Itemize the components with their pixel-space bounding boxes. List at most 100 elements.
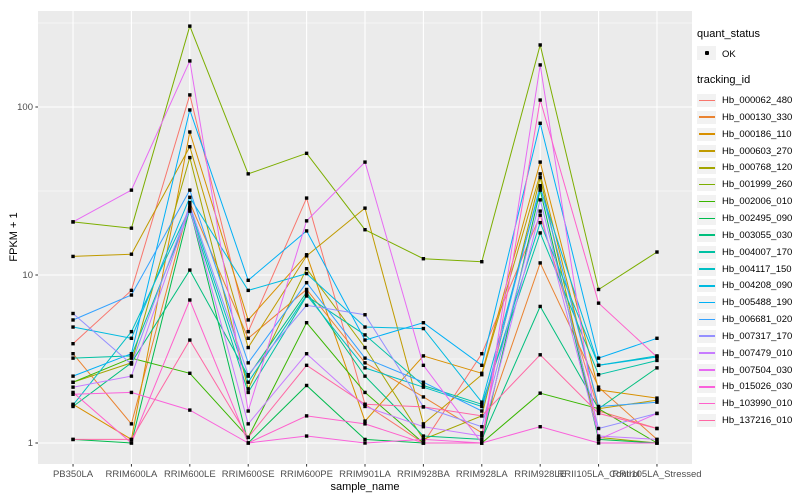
data-point xyxy=(71,311,75,316)
data-point xyxy=(246,329,250,334)
data-point xyxy=(655,398,659,402)
legend-swatch xyxy=(697,127,716,141)
data-point xyxy=(421,441,426,445)
data-point xyxy=(538,160,542,164)
data-point xyxy=(655,336,659,340)
legend-title-tracking-id: tracking_id xyxy=(697,74,751,86)
legend-swatch xyxy=(697,329,716,343)
data-point xyxy=(71,403,75,407)
data-point xyxy=(363,419,367,423)
data-point xyxy=(538,213,542,217)
data-point xyxy=(655,400,659,404)
data-point xyxy=(655,396,659,400)
data-point xyxy=(188,59,192,63)
legend-item-label: Hb_001999_260 xyxy=(722,179,793,191)
data-point xyxy=(129,336,134,340)
data-point xyxy=(71,318,75,322)
data-point xyxy=(304,321,309,325)
data-point xyxy=(363,333,367,337)
data-point xyxy=(129,362,134,366)
legend-item-label: Hb_103990_010 xyxy=(722,398,793,410)
x-tick-label: RRIM600LA xyxy=(106,469,158,480)
data-point xyxy=(596,426,601,431)
point-marker-icon xyxy=(704,51,709,55)
data-point xyxy=(655,250,659,254)
data-point xyxy=(188,155,192,160)
legend-item-label: Hb_000062_480 xyxy=(722,95,793,106)
data-point xyxy=(71,374,75,378)
data-point xyxy=(655,426,659,431)
data-point xyxy=(304,434,309,438)
data-point xyxy=(246,409,250,413)
data-point xyxy=(246,373,250,377)
data-point xyxy=(363,345,367,350)
data-point xyxy=(129,352,134,356)
data-point xyxy=(246,380,250,384)
data-point xyxy=(304,414,309,418)
data-point xyxy=(304,290,309,294)
data-point xyxy=(538,43,542,47)
y-tick-label: 100 xyxy=(17,102,33,113)
legend-line-icon xyxy=(698,251,715,253)
legend-item-label: Hb_006681_020 xyxy=(722,314,793,326)
data-point xyxy=(421,425,426,429)
data-point xyxy=(129,354,134,358)
data-point xyxy=(538,172,542,176)
data-point xyxy=(421,354,426,358)
data-point xyxy=(596,434,601,438)
data-point xyxy=(596,441,601,445)
data-point xyxy=(129,422,134,426)
data-point xyxy=(596,385,601,389)
data-point xyxy=(596,301,601,305)
legend-item-label: Hb_000130_330 xyxy=(722,111,793,123)
data-point xyxy=(71,342,75,346)
data-point xyxy=(363,441,367,445)
data-point xyxy=(129,356,134,360)
data-point xyxy=(480,352,484,356)
x-tick-label: RRIM928LA xyxy=(456,469,508,480)
data-point xyxy=(596,373,601,377)
legend-item-label: Hb_007504_030 xyxy=(722,364,793,376)
x-tick-label: RRIM600SE xyxy=(222,469,275,480)
legend-line-icon xyxy=(698,386,715,388)
legend-item-label: Hb_004208_090 xyxy=(722,280,793,292)
data-point xyxy=(480,373,484,377)
legend-line-icon xyxy=(698,166,715,169)
legend-label-ok: OK xyxy=(722,49,736,60)
legend-item-label: Hb_005488_190 xyxy=(722,297,793,309)
data-point xyxy=(363,361,367,365)
legend-line-icon xyxy=(698,217,715,220)
data-point xyxy=(246,278,250,282)
data-point xyxy=(363,160,367,164)
y-tick-label: 1 xyxy=(28,438,33,449)
data-point xyxy=(596,411,601,416)
legend-item-label: Hb_004117_150 xyxy=(722,263,792,275)
data-point xyxy=(596,407,601,411)
data-point xyxy=(655,437,659,442)
data-point xyxy=(363,228,367,232)
data-point xyxy=(188,371,192,375)
data-point xyxy=(655,441,659,445)
x-tick-label: RRIM928LE xyxy=(514,469,566,480)
data-point xyxy=(304,280,309,285)
x-tick-label: PB350LA xyxy=(53,469,94,480)
data-point xyxy=(304,254,309,258)
legend-item-label: Hb_015026_030 xyxy=(722,381,793,393)
data-point xyxy=(538,186,542,190)
data-point xyxy=(188,130,192,134)
data-point xyxy=(596,363,601,368)
data-point xyxy=(246,318,250,322)
data-point xyxy=(188,195,192,200)
legend-swatch xyxy=(697,262,716,276)
data-point xyxy=(538,353,542,357)
data-point xyxy=(363,404,367,409)
legend-swatch xyxy=(697,397,716,411)
data-point xyxy=(596,437,601,442)
data-point xyxy=(71,325,75,329)
data-point xyxy=(363,390,367,395)
data-point xyxy=(188,200,192,205)
x-tick-label: RRIM928BA xyxy=(397,469,450,480)
legend-swatch xyxy=(697,195,716,209)
data-point xyxy=(480,409,484,413)
data-point xyxy=(129,293,134,297)
